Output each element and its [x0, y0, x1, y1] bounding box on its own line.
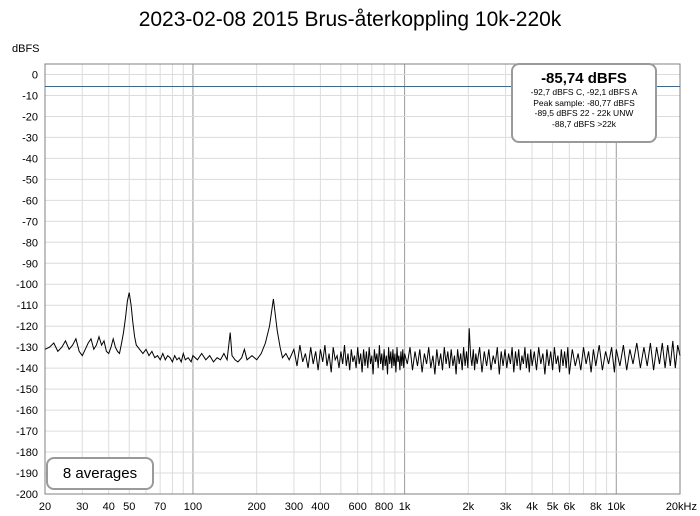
chart-title: 2023-02-08 2015 Brus-återkoppling 10k-22…	[138, 8, 562, 31]
x-tick-label: 400	[311, 501, 329, 513]
y-tick-label: -70	[22, 216, 38, 228]
readout-weighted-levels: -92,7 dBFS C, -92,1 dBFS A	[530, 87, 638, 97]
y-tick-label: -60	[22, 195, 38, 207]
y-tick-label: -90	[22, 258, 38, 270]
x-tick-label: 20kHz	[666, 501, 697, 513]
x-tick-label: 4k	[526, 501, 538, 513]
y-tick-label: -10	[22, 90, 38, 102]
x-tick-label: 2k	[463, 501, 475, 513]
y-tick-label: -160	[16, 405, 38, 417]
x-axis-ticks: 20 30 40 50 70 100 200 300 400 600 800 1k 2k 3k 4k 5k 6k…	[39, 501, 697, 513]
x-tick-label: 6k	[564, 501, 576, 513]
y-tick-label: -190	[16, 468, 38, 480]
x-tick-label: 30	[76, 501, 88, 513]
level-readout-panel: -85,74 dBFS -92,7 dBFS C, -92,1 dBFS A P…	[511, 63, 657, 143]
plot-frame	[44, 63, 681, 495]
y-tick-label: -180	[16, 447, 38, 459]
x-tick-label: 300	[285, 501, 303, 513]
y-axis-unit-label: dBFS	[12, 43, 40, 55]
y-tick-label: -140	[16, 363, 38, 375]
x-tick-label: 100	[184, 501, 202, 513]
x-tick-label: 8k	[590, 501, 602, 513]
y-tick-label: -40	[22, 153, 38, 165]
averages-indicator: 8 averages	[46, 457, 154, 490]
y-tick-label: -110	[17, 300, 38, 312]
x-tick-label: 800	[375, 501, 393, 513]
y-tick-label: -200	[16, 489, 38, 501]
y-tick-label: -150	[16, 384, 38, 396]
readout-unweighted-level: -89,5 dBFS 22 - 22k UNW	[534, 108, 634, 118]
y-tick-label: -130	[16, 342, 38, 354]
y-tick-label: -100	[16, 279, 38, 291]
y-tick-label: -120	[16, 321, 38, 333]
y-axis-ticks: 0 -10 -20 -30 -40 -50 -60 -70 -80 -90 -100 -110 -120…	[16, 69, 38, 501]
y-tick-label: -30	[22, 132, 38, 144]
x-tick-label: 10k	[607, 501, 625, 513]
x-tick-label: 50	[123, 501, 135, 513]
x-tick-label: 40	[103, 501, 115, 513]
readout-level-value: -85,74 dBFS	[541, 70, 627, 87]
x-tick-label: 70	[154, 501, 166, 513]
y-tick-label: 0	[32, 69, 38, 81]
y-tick-label: -170	[16, 426, 38, 438]
x-tick-label: 200	[247, 501, 265, 513]
y-tick-label: -20	[22, 111, 38, 123]
x-tick-label: 600	[348, 501, 366, 513]
spectrum-trace	[44, 292, 681, 375]
x-tick-label: 1k	[399, 501, 411, 513]
x-tick-label: 20	[39, 501, 51, 513]
x-tick-label: 3k	[500, 501, 512, 513]
readout-peak-sample: Peak sample: -80,77 dBFS	[533, 97, 635, 108]
readout-ultrasonic-level: -88,7 dBFS >22k	[551, 118, 617, 129]
x-tick-label: 5k	[547, 501, 559, 513]
y-tick-label: -80	[22, 237, 38, 249]
y-tick-label: -50	[22, 174, 38, 186]
